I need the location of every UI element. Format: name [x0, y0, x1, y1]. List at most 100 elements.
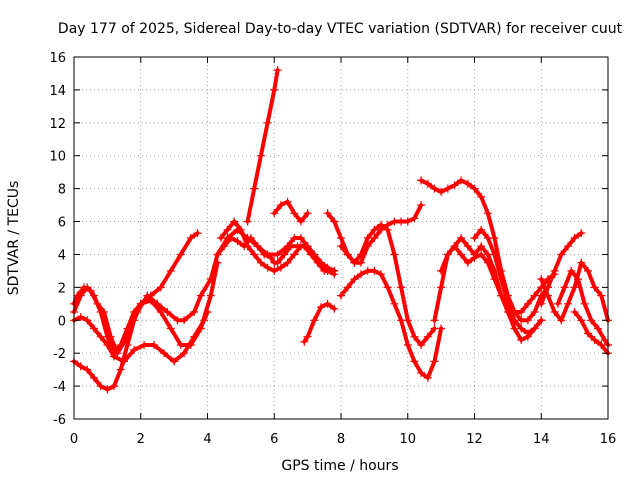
- data-point: [510, 316, 519, 325]
- data-point: [423, 332, 432, 341]
- data-point: [296, 217, 305, 226]
- series-line: [215, 227, 337, 277]
- data-point: [410, 332, 419, 341]
- data-point: [350, 275, 359, 284]
- series-track-4: [70, 258, 222, 394]
- series-line: [339, 268, 444, 380]
- x-axis-label: GPS time / hours: [281, 458, 398, 474]
- data-point: [570, 234, 579, 242]
- data-point: [423, 373, 432, 382]
- data-point: [450, 242, 459, 251]
- data-point: [450, 181, 459, 190]
- data-point: [477, 225, 486, 234]
- series-track-7: [243, 66, 282, 226]
- data-point: [597, 291, 606, 300]
- data-point: [156, 283, 165, 292]
- data-point: [457, 176, 466, 185]
- data-point: [310, 250, 319, 259]
- data-point: [437, 283, 446, 292]
- data-point: [343, 250, 352, 259]
- data-point: [343, 283, 352, 292]
- series-track-11: [337, 266, 446, 382]
- data-point: [564, 242, 572, 251]
- data-point: [250, 250, 259, 259]
- data-point: [323, 299, 332, 308]
- series-track-16: [470, 225, 546, 338]
- y-tick-label: 0: [58, 314, 66, 329]
- data-point: [96, 308, 105, 316]
- data-point: [397, 316, 406, 325]
- data-point: [377, 270, 385, 279]
- data-point: [370, 225, 379, 234]
- data-point: [564, 299, 572, 308]
- data-point: [243, 242, 252, 251]
- data-point: [230, 217, 239, 226]
- data-point: [193, 229, 202, 238]
- data-point: [550, 266, 559, 275]
- data-point: [370, 266, 379, 275]
- data-point: [303, 242, 312, 251]
- data-point: [510, 324, 519, 333]
- data-point: [186, 234, 195, 242]
- series-line: [72, 231, 200, 356]
- x-tick-label: 16: [600, 432, 617, 447]
- data-point: [116, 365, 125, 374]
- data-point: [263, 118, 272, 127]
- data-point: [76, 313, 85, 321]
- data-point: [123, 341, 132, 349]
- data-point: [517, 308, 526, 316]
- data-point: [76, 291, 85, 300]
- data-point: [103, 341, 112, 349]
- data-point: [490, 275, 499, 284]
- data-point: [584, 266, 592, 275]
- y-tick-label: 8: [58, 183, 66, 198]
- data-point: [330, 304, 339, 313]
- series-track-15: [437, 242, 559, 316]
- data-point: [146, 296, 155, 305]
- data-point: [590, 336, 599, 344]
- data-point: [317, 303, 325, 312]
- data-point: [280, 250, 289, 259]
- data-point: [90, 373, 98, 382]
- series-line: [218, 219, 337, 273]
- data-point: [273, 66, 282, 75]
- data-point: [577, 229, 586, 238]
- data-point: [273, 258, 282, 267]
- data-point: [96, 382, 105, 391]
- data-point: [103, 385, 112, 394]
- data-point: [83, 283, 92, 292]
- data-point: [477, 192, 486, 201]
- y-tick-label: 6: [58, 216, 66, 231]
- data-point: [196, 291, 205, 300]
- data-point: [270, 266, 279, 275]
- data-point: [96, 332, 105, 341]
- data-point: [160, 349, 169, 358]
- data-point: [517, 336, 526, 344]
- data-point: [110, 352, 118, 361]
- data-point: [457, 250, 466, 259]
- data-point: [397, 217, 406, 226]
- data-point: [276, 201, 285, 210]
- data-point: [180, 316, 189, 325]
- data-point: [584, 329, 592, 338]
- data-point: [550, 308, 559, 316]
- data-point: [296, 234, 305, 242]
- data-point: [437, 187, 446, 196]
- data-point: [483, 234, 492, 242]
- data-point: [570, 283, 579, 292]
- data-point: [457, 234, 466, 242]
- data-point: [243, 217, 252, 226]
- data-point: [397, 283, 406, 292]
- data-point: [430, 324, 439, 333]
- series-track-10: [323, 201, 426, 267]
- series-track-6: [216, 217, 339, 275]
- data-point: [363, 234, 372, 242]
- data-point: [136, 299, 145, 308]
- series-line: [572, 310, 610, 356]
- data-point: [537, 275, 546, 284]
- data-point: [236, 225, 245, 234]
- data-point: [256, 258, 265, 267]
- data-point: [156, 308, 165, 316]
- data-point: [483, 258, 492, 267]
- data-point: [423, 179, 432, 188]
